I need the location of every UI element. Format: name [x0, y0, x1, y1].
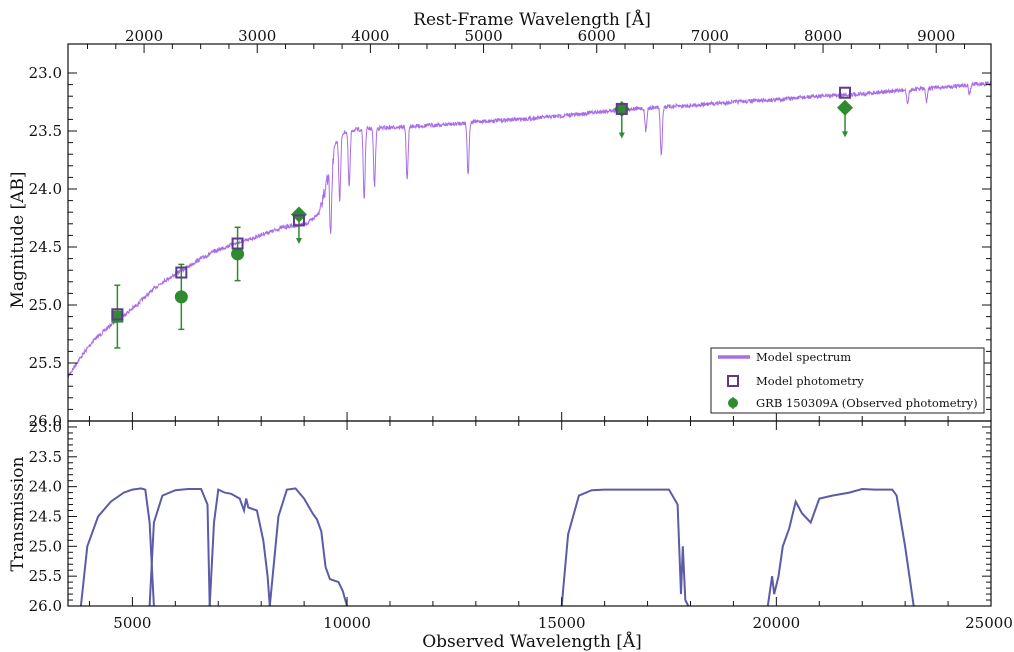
mag-tick-label-26: 26.0 [29, 412, 62, 430]
transmission-curve-1 [79, 487, 155, 607]
legend-label-model-spectrum: Model spectrum [756, 350, 851, 364]
x-tick-label-10000: 10000 [323, 614, 371, 632]
transmission-panel-frame [67, 420, 992, 607]
transmission-curve-5 [560, 488, 690, 607]
trans-tick-label-24.5: 24.5 [29, 507, 62, 525]
observed-point-6 [837, 99, 854, 116]
model-photometry-point-6 [839, 86, 852, 99]
top-tick-label-5000: 5000 [464, 27, 502, 45]
tick-layer: 5000 10000 15000 20000 25000 2000 3000 4000 5000… [29, 27, 1013, 632]
mag-tick-label-23.5: 23.5 [29, 122, 62, 140]
model-photometry-point-3 [231, 237, 244, 250]
trans-tick-label-24: 24.0 [29, 478, 62, 496]
model-photometry-point-5 [615, 102, 628, 115]
upper-limit-arrow-4 [295, 238, 302, 245]
transmission-curve-2 [148, 488, 211, 607]
legend-swatch-observed [728, 398, 738, 408]
y-axis-label-transmission: Transmission [8, 457, 28, 572]
model-spectrum-layer [67, 80, 992, 379]
trans-tick-label-25.5: 25.5 [29, 567, 62, 585]
legend-label-observed: GRB 150309A (Observed photometry) [756, 396, 978, 410]
model-photometry-point-1 [111, 308, 124, 321]
transmission-curve-4 [268, 487, 348, 607]
x-tick-label-5000: 5000 [113, 614, 151, 632]
trans-tick-label-23: 23.0 [29, 418, 62, 436]
top-tick-label-6000: 6000 [578, 27, 616, 45]
model-photometry-point-4 [292, 214, 305, 227]
x-tick-label-15000: 15000 [538, 614, 586, 632]
top-tick-label-4000: 4000 [351, 27, 389, 45]
top-tick-label-9000: 9000 [917, 27, 955, 45]
trans-tick-label-26: 26.0 [29, 597, 62, 615]
observed-point-2 [174, 290, 188, 304]
upper-limit-arrow-6 [842, 131, 849, 138]
mag-tick-label-24: 24.0 [29, 180, 62, 198]
trans-tick-label-23.5: 23.5 [29, 448, 62, 466]
top-tick-label-7000: 7000 [691, 27, 729, 45]
transmission-curve-6 [766, 487, 915, 607]
top-tick-label-3000: 3000 [238, 27, 276, 45]
mag-tick-label-23: 23.0 [29, 64, 62, 82]
top-axis-label: Rest-Frame Wavelength [Å] [413, 9, 651, 30]
legend-swatch-model-photometry [727, 375, 739, 387]
top-tick-label-8000: 8000 [804, 27, 842, 45]
mag-tick-label-24.5: 24.5 [29, 238, 62, 256]
panel-frames [67, 43, 992, 607]
observed-point-3 [231, 247, 245, 261]
x-axis-label: Observed Wavelength [Å] [422, 631, 642, 652]
trans-tick-label-25: 25.0 [29, 537, 62, 555]
x-tick-label-25000: 25000 [965, 614, 1013, 632]
transmission-curve-3 [208, 488, 271, 607]
legend-label-model-photometry: Model photometry [756, 374, 864, 388]
legend: Model spectrum Model photometry GRB 1503… [710, 347, 985, 414]
mag-tick-label-25.5: 25.5 [29, 354, 62, 372]
x-tick-label-20000: 20000 [752, 614, 800, 632]
model-photometry-point-2 [175, 266, 188, 279]
top-tick-label-2000: 2000 [125, 27, 163, 45]
legend-box [710, 347, 985, 414]
mag-tick-label-25: 25.0 [29, 296, 62, 314]
transmission-layer [79, 487, 915, 607]
y-axis-label-magnitude: Magnitude [AB] [8, 172, 28, 309]
upper-limit-arrow-5 [618, 132, 625, 139]
model-spectrum-line [67, 80, 992, 379]
photometry-layer [111, 86, 854, 349]
